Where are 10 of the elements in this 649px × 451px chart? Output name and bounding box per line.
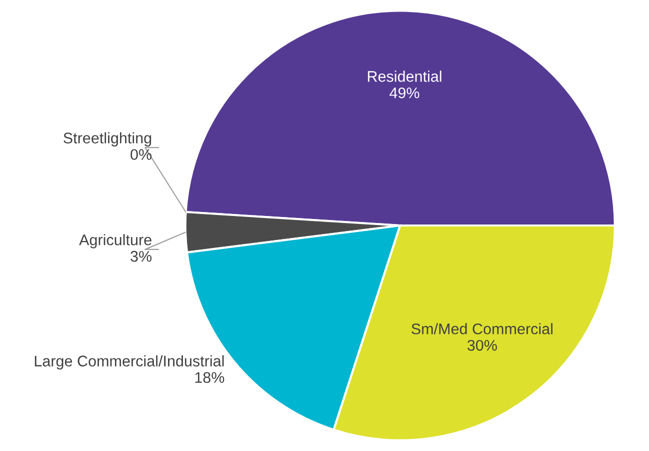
- slice-label: Residential: [368, 70, 442, 82]
- data-label: 49%: [390, 87, 420, 98]
- data-label: 3%: [130, 250, 152, 262]
- data-label: 18%: [195, 372, 224, 383]
- slice-label: Agriculture: [79, 234, 152, 248]
- data-label: 30%: [467, 340, 497, 351]
- text: 0%: [130, 149, 152, 160]
- category-label: Streetlighting: [64, 132, 152, 146]
- slice-label: Large Commercial/Industrial: [34, 355, 224, 370]
- slice-label: Sm/Med Commercial: [412, 323, 552, 334]
